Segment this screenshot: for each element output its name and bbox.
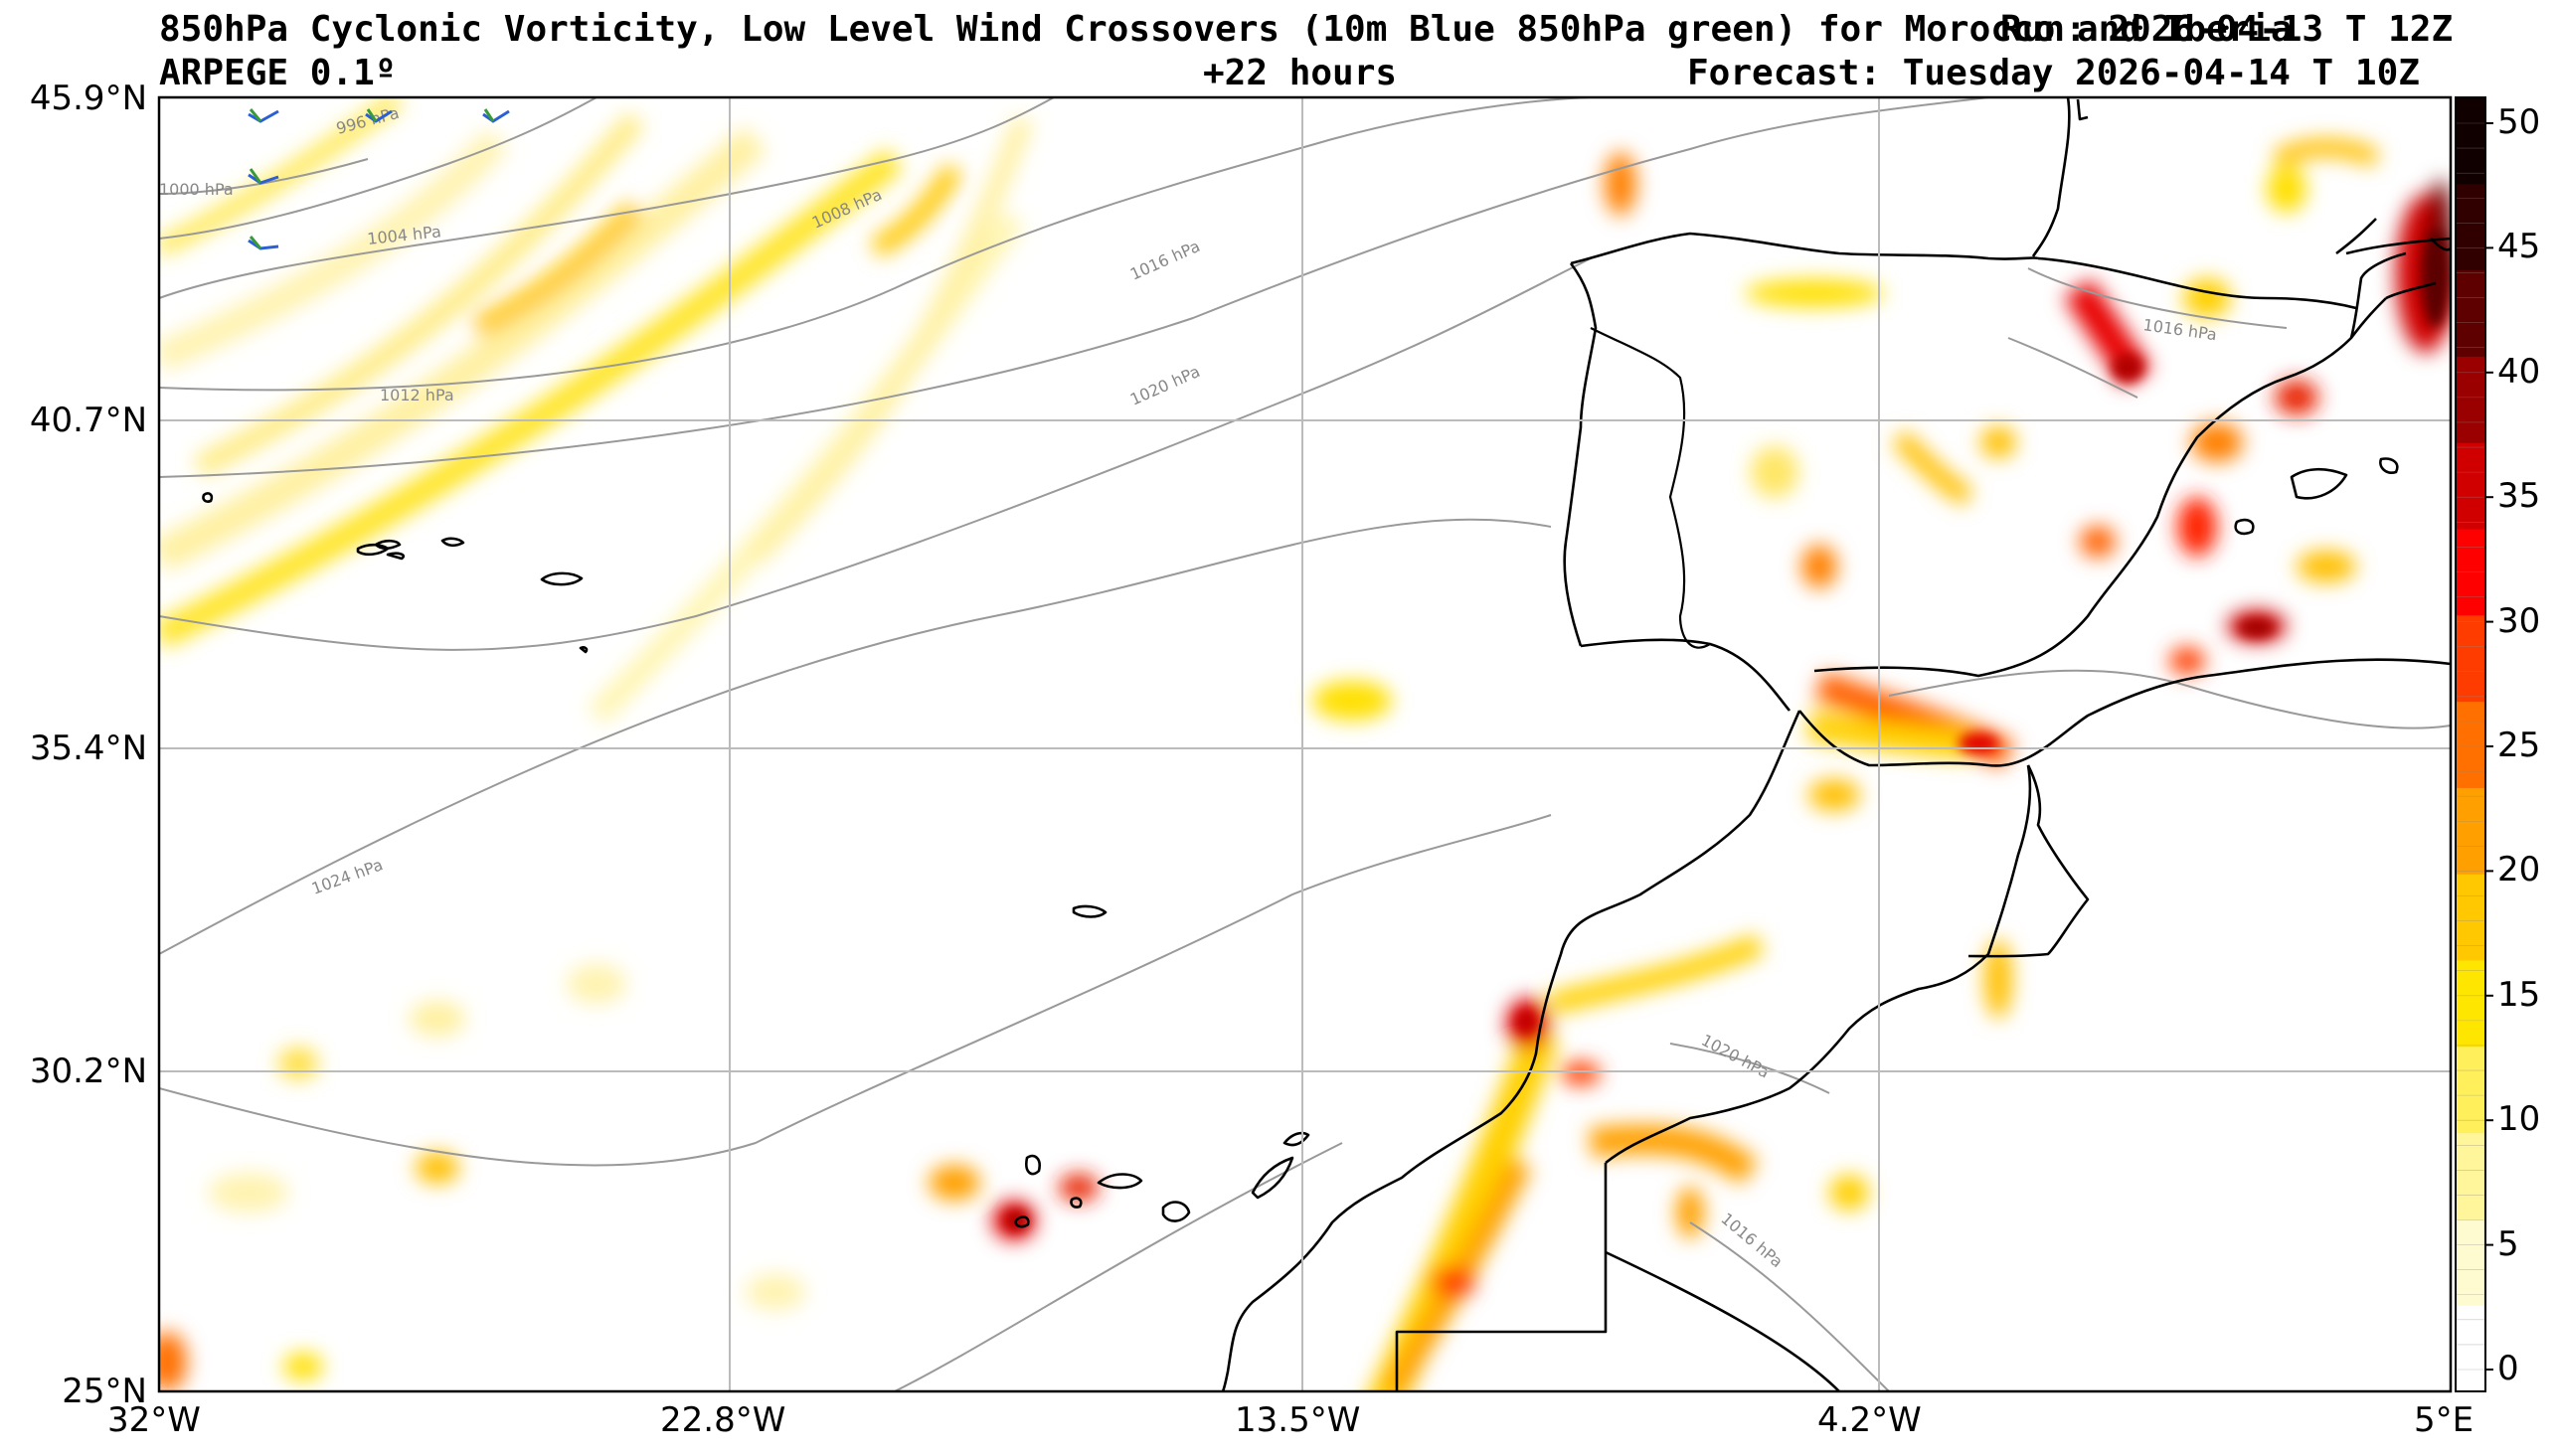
- run-time: Run: 2026-04-13 T 12Z: [2000, 9, 2454, 50]
- colorbar: [2456, 97, 2493, 1392]
- lat-label-45-9: 45.9°N: [29, 79, 147, 118]
- coastlines: [202, 97, 2451, 1391]
- colorbar-tick-label: 50: [2497, 102, 2541, 142]
- colorbar-tick-label: 45: [2497, 227, 2541, 267]
- colorbar-tick-label: 40: [2497, 351, 2541, 392]
- colorbar-swatch: [2456, 1132, 2485, 1219]
- lead-time: +22 hours: [1203, 53, 1398, 93]
- isobar-label-1000: 1000 hPa: [159, 180, 234, 199]
- wind-crossover-marker: [365, 108, 393, 123]
- colorbar-tick-label: 5: [2497, 1223, 2519, 1264]
- lat-lon-grid: [159, 97, 2451, 1391]
- colorbar-swatch: [2456, 874, 2485, 961]
- wind-crossover-marker: [248, 108, 279, 123]
- colorbar-tick-label: 25: [2497, 726, 2541, 765]
- colorbar-tick-label: 0: [2497, 1349, 2519, 1388]
- colorbar-tick-label: 35: [2497, 476, 2541, 517]
- colorbar-tick-label: 15: [2497, 974, 2541, 1015]
- lon-label-4-2w: 4.2°W: [1817, 1400, 1922, 1440]
- model-name: ARPEGE 0.1º: [159, 53, 397, 93]
- colorbar-swatch: [2456, 701, 2485, 788]
- colorbar-tick-label: 30: [2497, 600, 2541, 641]
- colorbar-swatch: [2456, 97, 2485, 185]
- wind-crossover-marker: [248, 236, 279, 250]
- colorbar-swatch: [2456, 269, 2485, 357]
- lon-label-22-8w: 22.8°W: [660, 1400, 786, 1440]
- colorbar-swatch: [2456, 442, 2485, 530]
- colorbar-swatch: [2456, 183, 2485, 271]
- lat-label-25: 25°N: [62, 1372, 147, 1411]
- map-title: 850hPa Cyclonic Vorticity, Low Level Win…: [159, 9, 2293, 50]
- lon-label-5e: 5°E: [2414, 1400, 2475, 1440]
- plot-frame: [157, 95, 2453, 1393]
- vorticity-cores: [1004, 229, 2450, 1231]
- colorbar-tick-label: 10: [2497, 1099, 2541, 1140]
- colorbar-swatch: [2456, 787, 2485, 875]
- colorbar-swatch: [2456, 1305, 2485, 1392]
- wind-crossover-marker: [248, 168, 279, 185]
- lon-label-32w: 32°W: [107, 1400, 201, 1440]
- plot-area: [159, 97, 2451, 1391]
- colorbar-tick-label: 20: [2497, 850, 2541, 890]
- lat-label-35-4: 35.4°N: [29, 728, 147, 768]
- vorticity-shading: [159, 97, 2451, 1391]
- colorbar-swatch: [2456, 356, 2485, 443]
- colorbar-frame: [2455, 96, 2486, 1392]
- lat-label-30-2: 30.2°N: [29, 1052, 147, 1091]
- lon-label-13-5w: 13.5°W: [1235, 1400, 1361, 1440]
- wind-crossover-marker: [482, 108, 510, 123]
- wind-crossovers: [248, 108, 510, 250]
- colorbar-swatch: [2456, 614, 2485, 703]
- colorbar-swatch: [2456, 1218, 2485, 1306]
- colorbar-swatch: [2456, 960, 2485, 1048]
- isobars: [159, 97, 2451, 1391]
- forecast-time: Forecast: Tuesday 2026-04-14 T 10Z: [1687, 53, 2420, 93]
- isobar-label-1012: 1012 hPa: [380, 386, 454, 404]
- lat-label-40-7: 40.7°N: [29, 401, 147, 440]
- colorbar-swatch: [2456, 1046, 2485, 1134]
